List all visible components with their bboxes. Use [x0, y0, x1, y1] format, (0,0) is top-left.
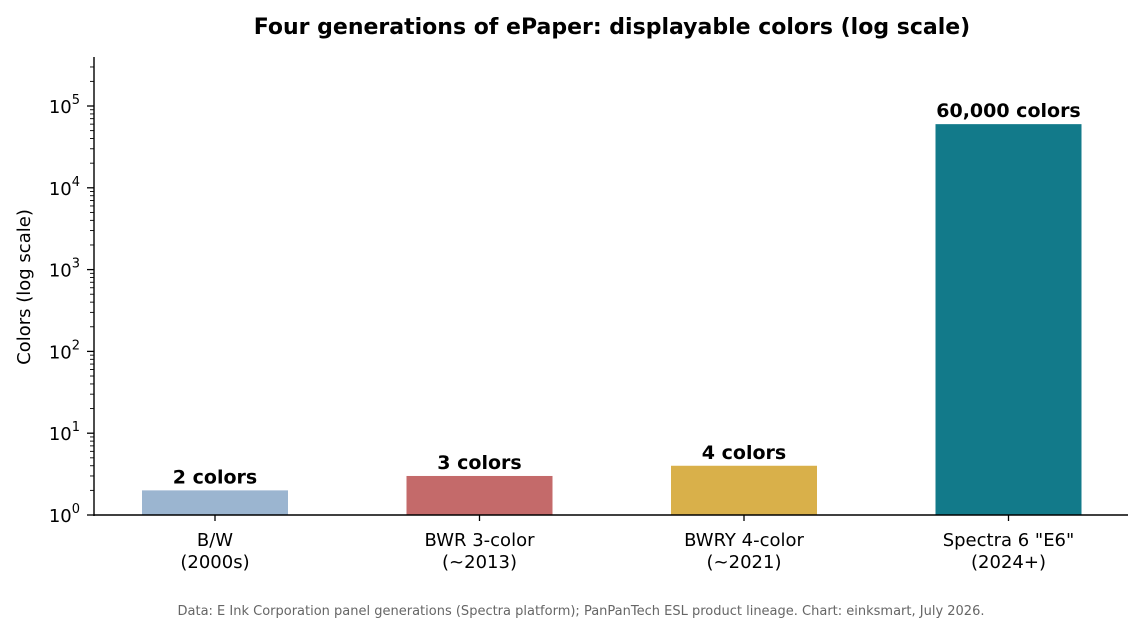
y-tick-label: 104	[49, 175, 80, 200]
y-tick-label: 101	[49, 420, 80, 445]
bar-data-label: 4 colors	[702, 442, 786, 464]
bar	[142, 490, 288, 515]
bar-data-label: 60,000 colors	[936, 100, 1081, 122]
footnote: Data: E Ink Corporation panel generation…	[178, 604, 985, 619]
plot-area: 100 101 102 103 104 105 2 colors B/W (2000s) 3 co…	[49, 66, 1082, 573]
x-tick-label: BWRY 4-color (~2021)	[684, 530, 804, 573]
bar-data-label: 2 colors	[173, 466, 257, 488]
y-tick-label: 100	[49, 502, 80, 527]
bar	[935, 124, 1082, 516]
y-axis-label: Colors (log scale)	[14, 209, 35, 365]
bar-data-label: 3 colors	[437, 452, 521, 474]
y-tick-label: 103	[49, 257, 80, 282]
bar	[671, 465, 817, 515]
chart-title: Four generations of ePaper: displayable …	[254, 15, 971, 40]
x-tick-label: BWR 3-color (~2013)	[424, 530, 535, 573]
bar	[406, 475, 553, 515]
x-tick-label: B/W (2000s)	[180, 530, 249, 573]
y-tick-label: 102	[49, 338, 80, 363]
y-tick-label: 105	[49, 93, 80, 118]
x-tick-label: Spectra 6 "E6" (2024+)	[943, 530, 1075, 573]
